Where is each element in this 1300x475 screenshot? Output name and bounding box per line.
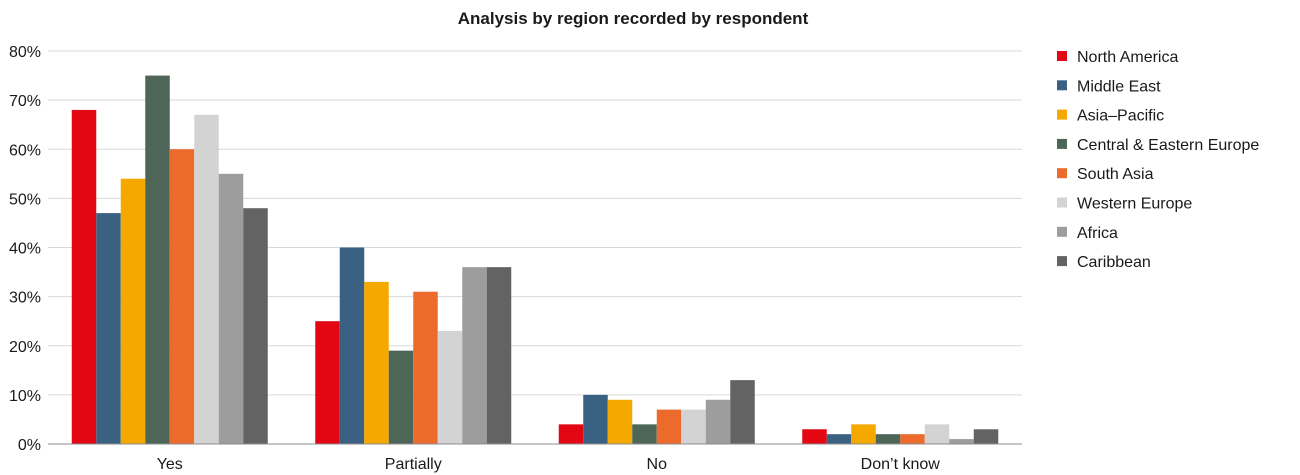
legend-swatch <box>1057 51 1067 61</box>
bar <box>558 424 584 444</box>
legend-label: North America <box>1077 49 1178 66</box>
legend-label: South Asia <box>1077 166 1154 183</box>
bar <box>486 267 512 444</box>
legend-swatch <box>1057 197 1067 208</box>
legend-label: Western Europe <box>1077 196 1192 213</box>
bar <box>730 380 755 444</box>
bar <box>243 208 268 444</box>
bar <box>339 247 365 444</box>
bar <box>924 424 950 444</box>
bar <box>364 281 389 444</box>
bar <box>875 434 901 444</box>
y-tick-label: 10% <box>9 388 41 405</box>
bar <box>681 409 706 444</box>
legend-label: Caribbean <box>1077 254 1151 271</box>
legend-swatch <box>1057 109 1067 120</box>
x-category-label: Yes <box>157 456 183 473</box>
y-tick-label: 70% <box>9 93 41 110</box>
bar <box>71 109 97 444</box>
bar <box>851 424 876 444</box>
bar <box>607 399 633 444</box>
legend: North America Middle East Asia–Pacific Cent… <box>1057 49 1259 271</box>
y-tick-label: 40% <box>9 241 41 258</box>
bar <box>705 399 731 444</box>
bar <box>632 424 657 444</box>
y-tick-label: 60% <box>9 142 41 159</box>
bar <box>973 429 999 444</box>
legend-label: Central & Eastern Europe <box>1077 137 1259 154</box>
bar <box>583 394 608 444</box>
legend-swatch <box>1057 80 1067 91</box>
bar <box>120 178 146 444</box>
bar <box>388 350 414 444</box>
bars-layer <box>71 75 999 445</box>
bar <box>315 321 340 444</box>
legend-swatch <box>1057 226 1067 237</box>
y-tick-label: 50% <box>9 191 41 208</box>
bar <box>413 291 438 444</box>
bar <box>900 434 925 444</box>
x-category-label: No <box>647 456 668 473</box>
bar <box>218 173 244 444</box>
y-tick-label: 30% <box>9 290 41 307</box>
legend-label: Asia–Pacific <box>1077 108 1164 125</box>
bar <box>949 439 974 444</box>
legend-label: Middle East <box>1077 78 1161 95</box>
bar <box>194 114 219 445</box>
bar <box>826 434 852 444</box>
bar <box>96 213 121 444</box>
chart-title: Analysis by region recorded by responden… <box>458 9 809 28</box>
legend-swatch <box>1057 168 1067 179</box>
y-axis-ticks: 0% 10% 20% 30% 40% 50% 60% 70% 80% <box>9 44 41 454</box>
legend-swatch <box>1057 138 1067 149</box>
legend-label: Africa <box>1077 225 1118 242</box>
x-category-label: Don’t know <box>861 456 941 473</box>
bar <box>145 75 170 444</box>
bar <box>462 267 487 444</box>
bar <box>437 331 463 444</box>
bar <box>656 409 682 444</box>
legend-swatch <box>1057 256 1067 267</box>
bar <box>169 149 195 444</box>
x-axis-categories: Yes Partially No Don’t know <box>157 456 941 473</box>
y-tick-label: 20% <box>9 339 41 356</box>
y-tick-label: 80% <box>9 44 41 61</box>
y-tick-label: 0% <box>18 437 41 454</box>
x-category-label: Partially <box>385 456 442 473</box>
bar <box>802 429 827 444</box>
